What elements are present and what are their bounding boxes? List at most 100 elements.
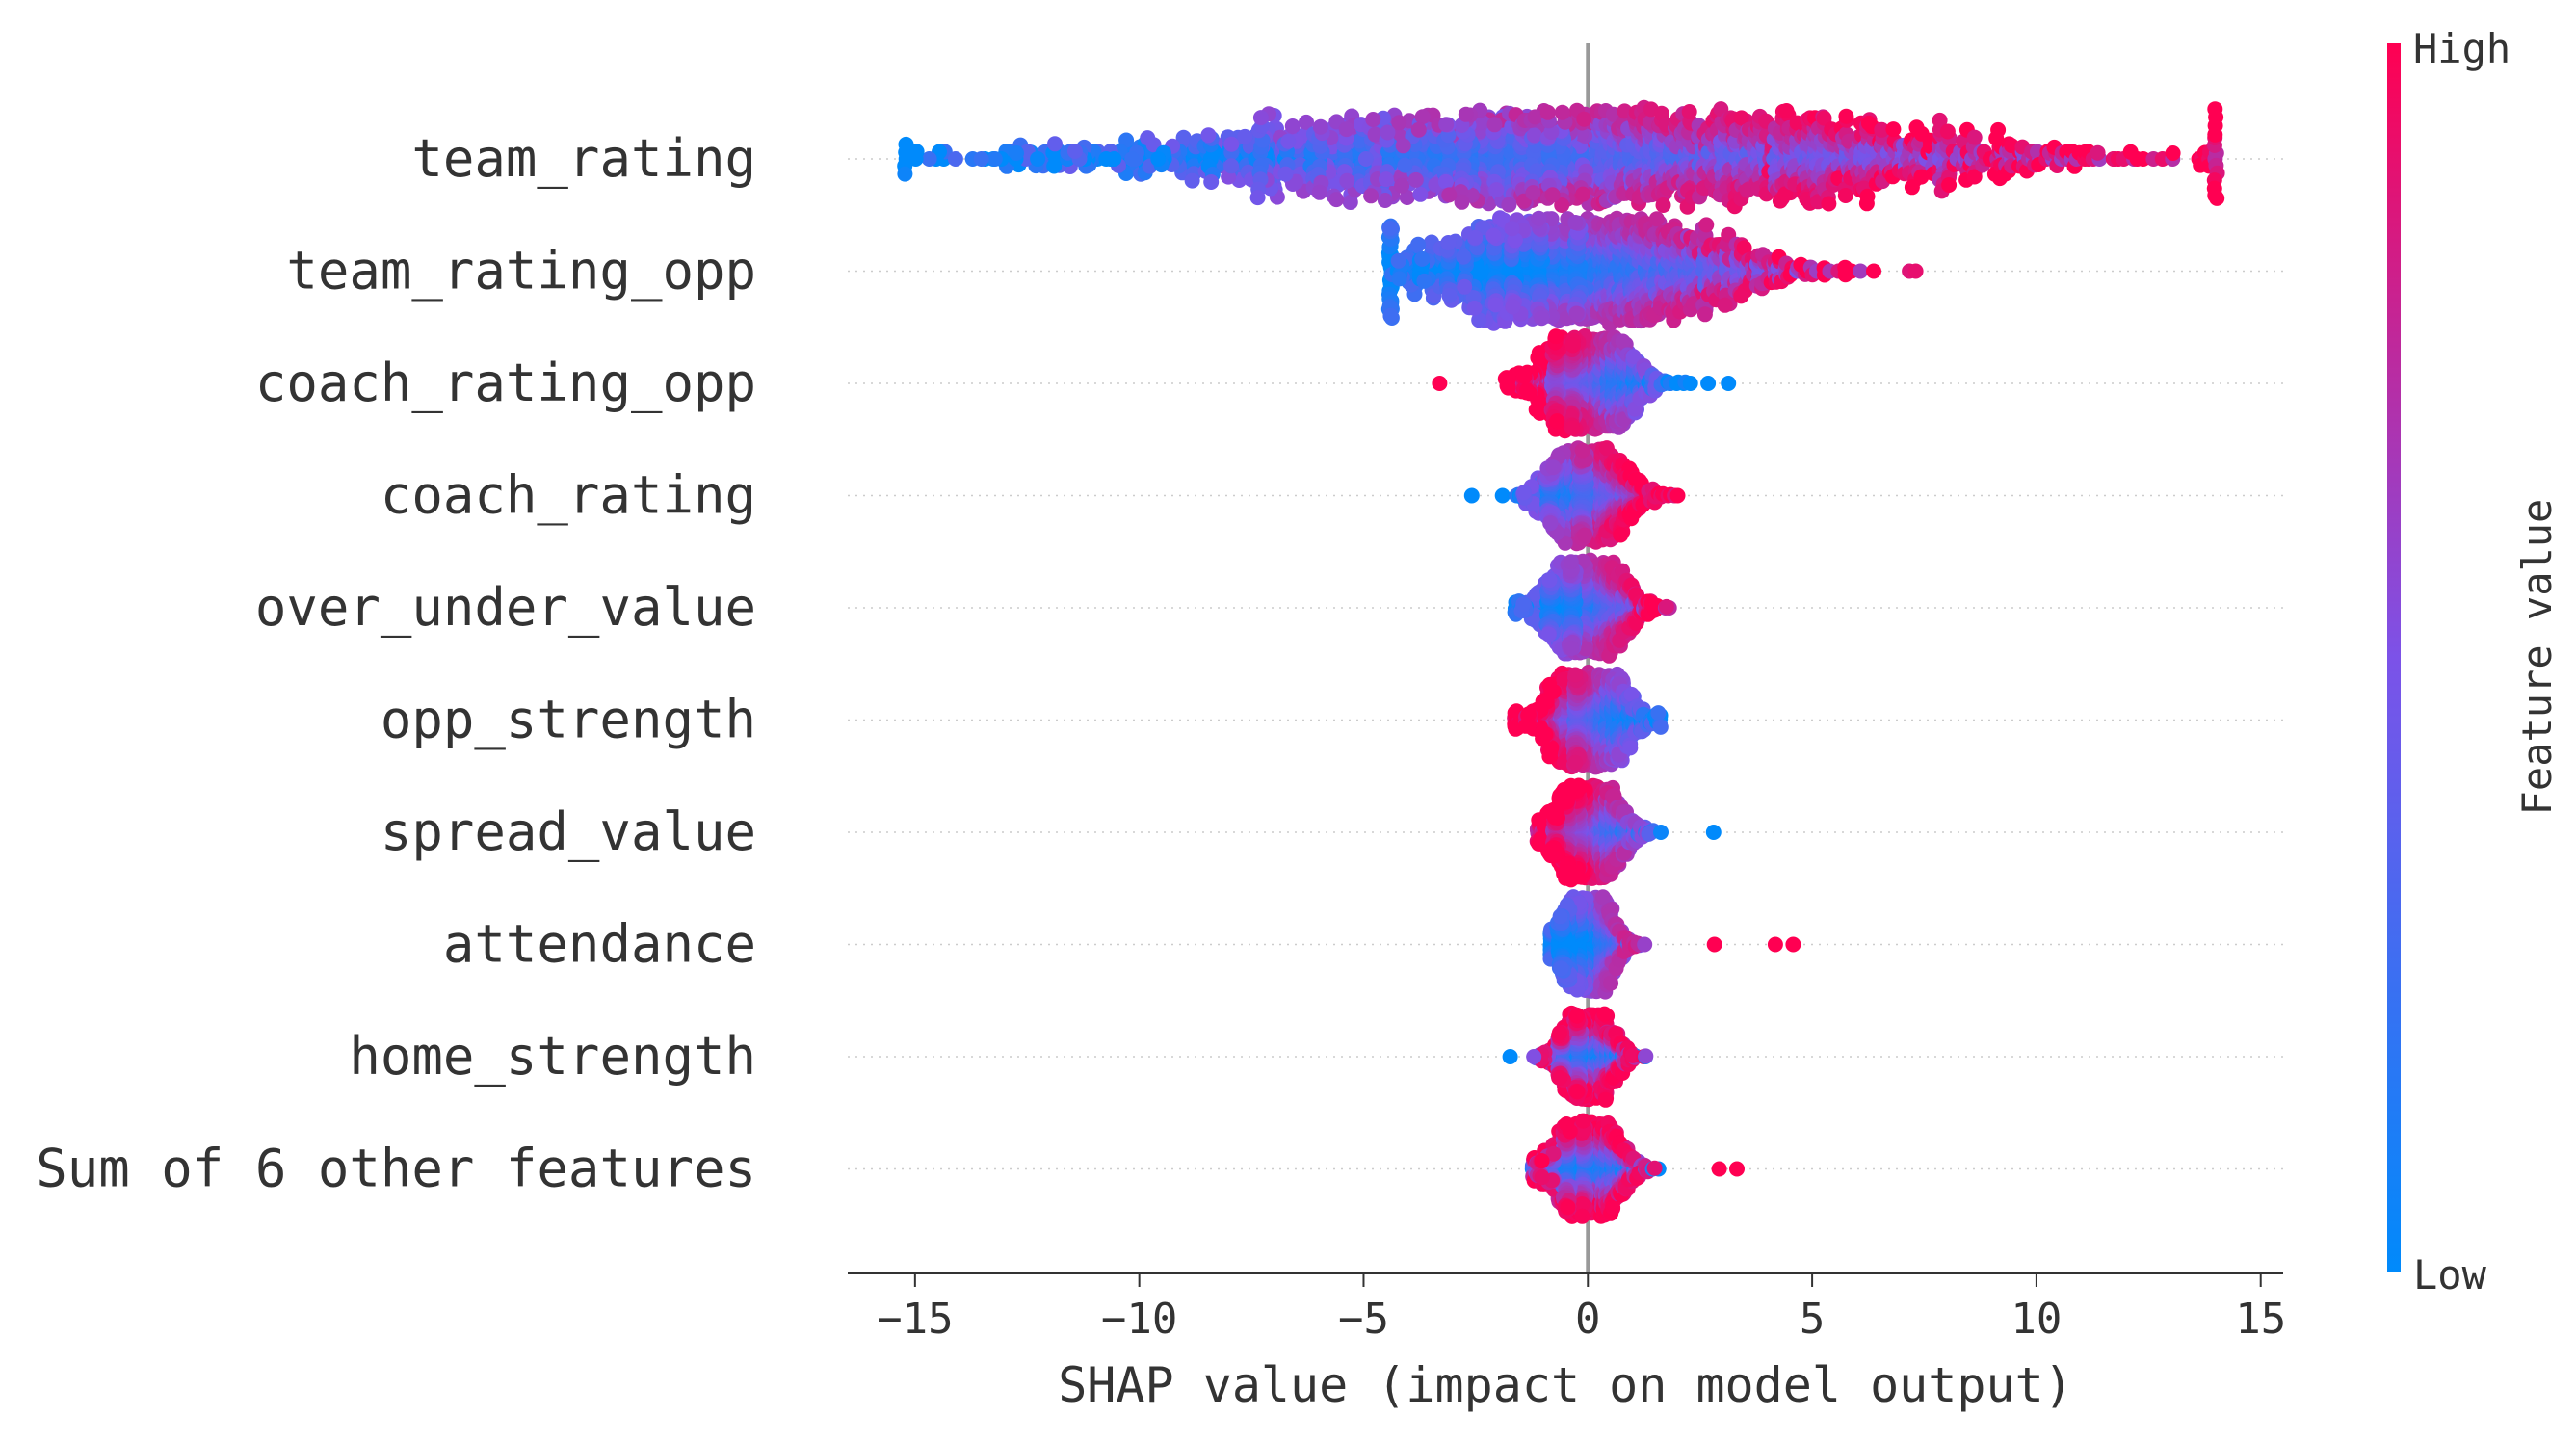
data-point bbox=[1438, 117, 1454, 132]
data-point bbox=[987, 151, 1003, 167]
data-point bbox=[1098, 151, 1114, 167]
data-point bbox=[1467, 230, 1483, 246]
feature-label: Sum of 6 other features bbox=[36, 1139, 756, 1199]
data-point bbox=[1441, 187, 1457, 202]
data-point bbox=[1531, 211, 1546, 226]
feature-label: team_rating bbox=[411, 128, 756, 189]
feature-label: team_rating_opp bbox=[286, 241, 756, 302]
data-point bbox=[1200, 127, 1216, 143]
data-point bbox=[1046, 159, 1062, 174]
data-point bbox=[1576, 112, 1591, 127]
data-point bbox=[1698, 217, 1714, 232]
feature-label: attendance bbox=[443, 914, 756, 975]
data-point bbox=[1285, 118, 1301, 134]
data-point bbox=[1700, 376, 1716, 391]
data-point bbox=[1415, 109, 1431, 124]
data-point bbox=[1885, 121, 1901, 137]
data-point bbox=[1237, 129, 1252, 144]
data-point bbox=[1990, 122, 2006, 138]
data-point bbox=[1838, 109, 1853, 124]
data-point bbox=[1410, 237, 1426, 252]
data-point bbox=[1396, 138, 1411, 153]
data-point bbox=[1363, 188, 1379, 203]
data-point bbox=[1253, 110, 1269, 125]
data-point bbox=[1467, 301, 1483, 316]
data-point bbox=[1358, 151, 1374, 167]
data-point bbox=[1339, 173, 1354, 189]
feature-label: spread_value bbox=[381, 801, 756, 862]
feature-label: coach_rating_opp bbox=[255, 353, 756, 413]
data-point bbox=[1525, 185, 1540, 200]
data-point bbox=[1649, 211, 1665, 226]
data-point bbox=[1185, 173, 1200, 189]
feature-label: home_strength bbox=[349, 1026, 756, 1087]
data-point bbox=[1616, 334, 1631, 350]
data-point bbox=[1223, 137, 1239, 152]
data-point bbox=[1457, 279, 1472, 295]
data-point bbox=[948, 151, 963, 167]
data-point bbox=[1047, 136, 1063, 151]
data-point bbox=[1030, 151, 1045, 167]
data-point bbox=[1459, 107, 1474, 122]
data-point bbox=[1656, 197, 1671, 213]
data-point bbox=[2090, 145, 2106, 161]
data-point bbox=[1394, 178, 1409, 194]
data-point bbox=[1440, 235, 1456, 250]
data-point bbox=[1718, 298, 1733, 313]
feature-label: over_under_value bbox=[255, 577, 756, 638]
data-point bbox=[1866, 264, 1881, 279]
data-point bbox=[1280, 134, 1296, 149]
data-point bbox=[1683, 376, 1698, 391]
data-point bbox=[1380, 125, 1396, 141]
data-point bbox=[1414, 251, 1430, 267]
data-point bbox=[1009, 145, 1024, 161]
data-point bbox=[1412, 187, 1428, 202]
data-point bbox=[1441, 288, 1457, 303]
data-point bbox=[2209, 191, 2224, 206]
data-point bbox=[1313, 119, 1328, 135]
data-point bbox=[1555, 105, 1570, 120]
data-point bbox=[1569, 306, 1585, 322]
data-point bbox=[1067, 144, 1083, 159]
data-point bbox=[1941, 177, 1957, 193]
data-point bbox=[1853, 264, 1868, 279]
data-point bbox=[1488, 182, 1504, 197]
data-point bbox=[897, 167, 912, 182]
data-point bbox=[1392, 271, 1407, 286]
data-point bbox=[1223, 158, 1239, 173]
data-point bbox=[1411, 122, 1427, 138]
data-point bbox=[1487, 117, 1503, 132]
data-point bbox=[1540, 105, 1556, 120]
data-point bbox=[1379, 171, 1394, 187]
data-point bbox=[1575, 187, 1590, 202]
data-points bbox=[897, 100, 2224, 1224]
data-point bbox=[2166, 145, 2181, 161]
data-point bbox=[1339, 121, 1354, 137]
data-point bbox=[1567, 215, 1583, 230]
data-point bbox=[1150, 151, 1166, 167]
data-point bbox=[909, 144, 925, 159]
data-point bbox=[1365, 112, 1380, 127]
feature-label: opp_strength bbox=[381, 690, 756, 750]
data-point bbox=[1967, 130, 1983, 145]
data-point bbox=[1838, 188, 1853, 203]
data-point bbox=[1397, 158, 1412, 173]
data-point bbox=[2207, 101, 2222, 117]
data-point bbox=[1505, 300, 1520, 315]
data-point bbox=[1721, 376, 1736, 391]
data-point bbox=[1821, 197, 1836, 212]
data-point bbox=[1382, 221, 1398, 236]
data-point bbox=[1859, 196, 1875, 211]
data-point bbox=[1391, 253, 1406, 269]
data-point bbox=[1527, 128, 1542, 144]
data-point bbox=[1124, 151, 1140, 167]
data-point bbox=[1203, 174, 1219, 190]
data-point bbox=[1456, 249, 1471, 265]
data-point bbox=[1383, 308, 1399, 324]
data-point bbox=[1779, 103, 1795, 118]
data-point bbox=[1940, 124, 1956, 140]
data-point bbox=[1328, 192, 1344, 207]
feature-rows: team_rating team_rating_opp coach_rating_o… bbox=[36, 128, 2283, 1199]
